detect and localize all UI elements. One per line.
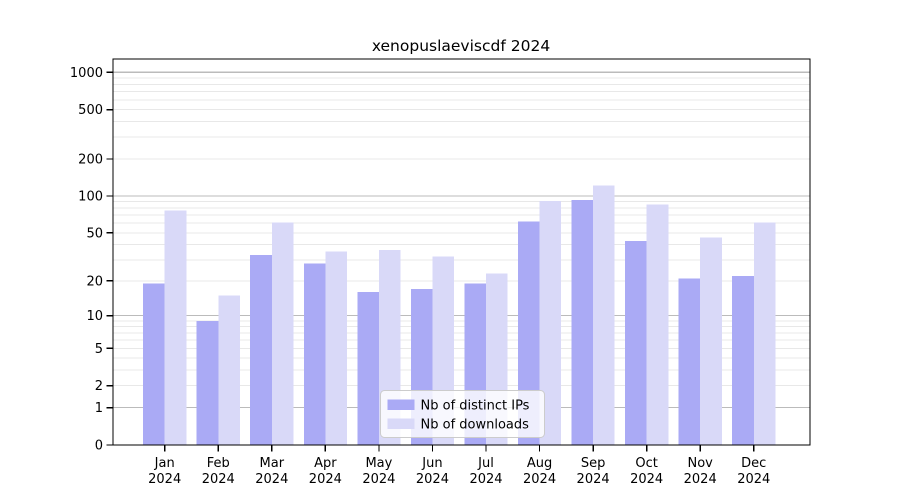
legend-box [380, 390, 545, 438]
bar-distinct-ips [303, 263, 326, 445]
x-tick-year-label: 2024 [577, 472, 610, 487]
y-tick-label: 20 [86, 274, 103, 289]
bar-downloads [646, 204, 669, 445]
x-tick-month-label: Sep [581, 456, 606, 471]
bar-downloads [593, 185, 615, 445]
x-tick-year-label: 2024 [523, 472, 556, 487]
legend-swatch-downloads [387, 418, 415, 429]
bar-downloads [539, 201, 562, 445]
x-tick-month-label: Jun [421, 456, 442, 471]
y-tick-label: 1 [95, 401, 103, 416]
bar-distinct-ips [143, 283, 165, 445]
x-tick-month-label: Nov [688, 456, 714, 471]
x-tick-year-label: 2024 [630, 472, 663, 487]
x-tick-year-label: 2024 [309, 472, 342, 487]
y-tick-label: 1000 [70, 66, 103, 81]
y-tick-label: 10 [86, 309, 103, 324]
x-axis: Jan2024Feb2024Mar2024Apr2024May2024Jun20… [148, 445, 770, 487]
x-tick-year-label: 2024 [148, 472, 181, 487]
legend-label-downloads: Nb of downloads [421, 418, 530, 433]
bar-distinct-ips [678, 278, 701, 445]
x-tick-month-label: Aug [527, 456, 552, 471]
legend-swatch-distinct-ips [387, 399, 415, 410]
x-tick-year-label: 2024 [202, 472, 235, 487]
plot-frame [112, 58, 811, 446]
x-tick-month-label: Apr [314, 456, 337, 471]
bar-distinct-ips [357, 292, 379, 445]
bar-downloads [325, 251, 347, 445]
y-tick-label: 200 [78, 152, 103, 167]
x-tick-month-label: Dec [741, 456, 766, 471]
y-tick-label: 100 [78, 190, 103, 205]
y-tick-label: 5 [95, 342, 103, 357]
bar-distinct-ips [517, 221, 540, 445]
bar-downloads [700, 237, 722, 445]
legend-label-distinct-ips: Nb of distinct IPs [421, 399, 530, 414]
bar-distinct-ips [571, 199, 594, 445]
bar-distinct-ips [625, 240, 647, 445]
y-axis: 0 1 2 5 10 20 50 100 200 500 1000 [70, 66, 113, 454]
bar-distinct-ips [250, 254, 272, 445]
y-tick-label: 50 [86, 226, 103, 241]
x-tick-year-label: 2024 [469, 472, 502, 487]
x-tick-year-label: 2024 [416, 472, 449, 487]
y-tick-label: 500 [78, 103, 103, 118]
x-tick-year-label: 2024 [362, 472, 395, 487]
x-tick-month-label: Mar [260, 456, 285, 471]
x-tick-year-label: 2024 [737, 472, 770, 487]
bar-distinct-ips [196, 320, 219, 445]
chart-title: xenopuslaeviscdf 2024 [372, 37, 550, 55]
x-tick-month-label: Jan [154, 456, 175, 471]
bar-downloads [164, 210, 187, 445]
bar-downloads [271, 222, 294, 445]
bar-downloads [753, 222, 776, 445]
y-tick-label: 2 [95, 379, 103, 394]
x-tick-month-label: Jul [477, 456, 494, 471]
x-tick-year-label: 2024 [684, 472, 717, 487]
y-tick-label: 0 [95, 439, 103, 454]
x-tick-month-label: Oct [635, 456, 657, 471]
x-tick-month-label: Feb [207, 456, 230, 471]
x-tick-year-label: 2024 [255, 472, 288, 487]
bar-downloads [218, 295, 240, 445]
x-tick-month-label: May [365, 456, 392, 471]
legend: Nb of distinct IPs Nb of downloads [380, 390, 545, 438]
bar-distinct-ips [732, 275, 754, 445]
